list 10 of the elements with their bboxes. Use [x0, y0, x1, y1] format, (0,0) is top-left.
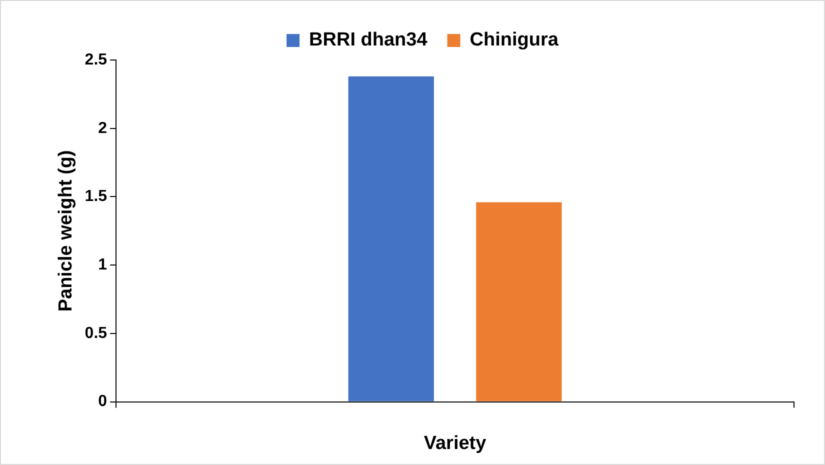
x-axis-title: Variety — [424, 432, 487, 454]
y-tick-label: 2 — [98, 120, 108, 137]
y-tick-label: 1 — [98, 256, 108, 274]
y-tick-label: 2.5 — [84, 51, 108, 68]
legend-label: BRRI dhan34 — [309, 30, 428, 51]
y-tick-label: 0.5 — [84, 324, 108, 342]
legend-label: Chinigura — [470, 30, 559, 51]
y-axis-title: Panicle weight (g) — [56, 150, 77, 312]
y-tick-label: 0 — [98, 393, 108, 410]
y-tick-label: 1.5 — [84, 188, 108, 206]
